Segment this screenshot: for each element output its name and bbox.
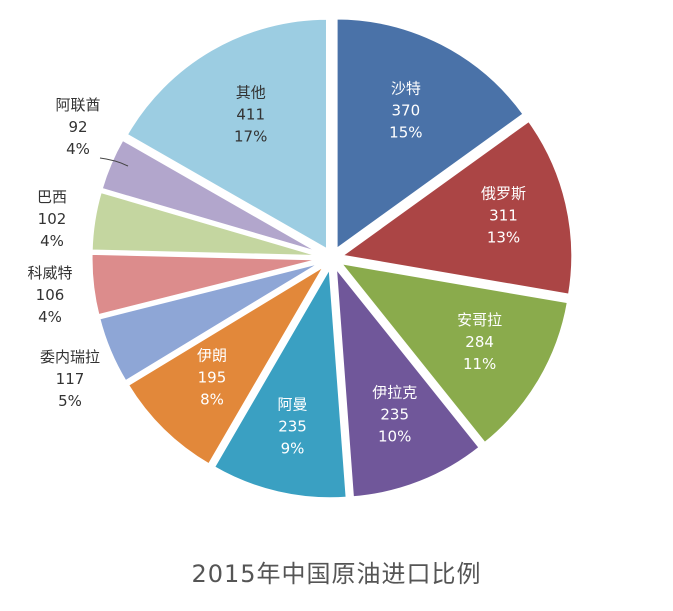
pie-slice-1 [334, 16, 527, 253]
slice-label-1: 沙特 370 15% [389, 80, 422, 142]
chart-title: 2015年中国原油进口比例 [191, 560, 482, 588]
leader-line [99, 157, 129, 167]
pie-slice-3 [336, 260, 571, 446]
pie-slice-7 [96, 260, 325, 384]
slice-label-2: 俄罗斯 311 13% [481, 184, 526, 246]
slice-label-8: 科威特 106 4% [27, 264, 72, 326]
pie-slice-10 [99, 137, 325, 256]
pie-slice-2 [336, 118, 575, 297]
pie-slice-9 [89, 189, 324, 259]
slice-label-3: 安哥拉 284 11% [457, 311, 502, 373]
slice-label-9: 巴西 102 4% [37, 188, 67, 250]
slice-label-4: 伊拉克 235 10% [372, 384, 417, 446]
slice-label-7: 委内瑞拉 117 5% [40, 348, 100, 410]
pie-slice-11 [124, 16, 329, 253]
slice-label-5: 阿曼 235 9% [278, 396, 308, 458]
pie-slice-8 [89, 251, 324, 318]
pie-slice-4 [333, 261, 483, 500]
pie-slice-6 [125, 263, 327, 468]
pie-slice-5 [211, 261, 349, 501]
slice-label-6: 伊朗 195 8% [197, 346, 227, 408]
slice-label-10: 阿联酋 92 4% [55, 96, 100, 158]
slice-label-11: 其他 411 17% [234, 84, 267, 146]
